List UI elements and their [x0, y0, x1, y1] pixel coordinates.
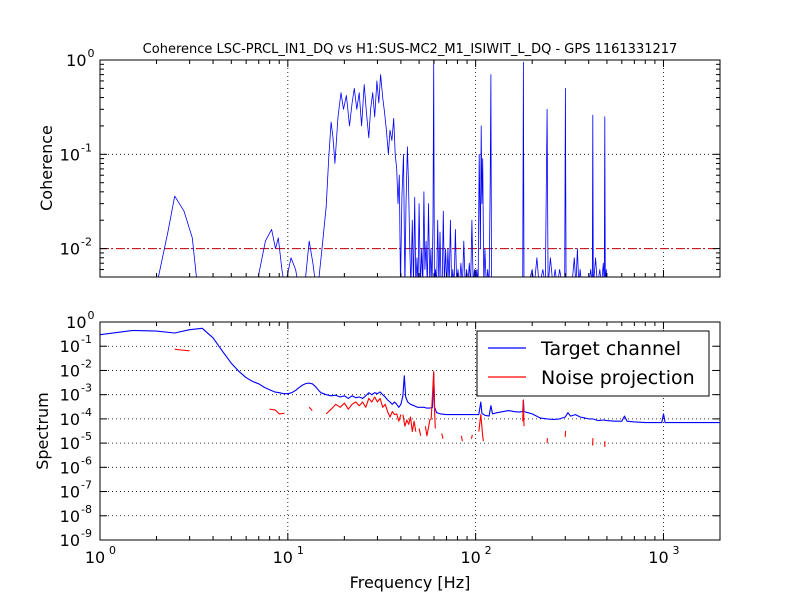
y-tick-label-exponent: 0 — [88, 309, 95, 322]
series-segment-noise-projection — [325, 396, 402, 422]
spectrum-legend: Target channel Noise projection — [476, 330, 710, 397]
legend-label-noise-projection: Noise projection — [541, 367, 695, 389]
y-tick-label: 10 — [60, 458, 80, 477]
coherence-y-axis-label: Coherence — [37, 125, 56, 211]
series-segment-noise-projection — [424, 371, 436, 437]
y-tick-label-exponent: -2 — [81, 236, 92, 249]
series-segment-noise-projection — [174, 348, 190, 352]
spectrum-y-axis-label: Spectrum — [33, 392, 52, 470]
series-segment-noise-projection — [478, 414, 484, 442]
legend-box — [476, 330, 710, 397]
y-tick-label-exponent: 0 — [88, 47, 95, 60]
coherence-plot-area — [100, 60, 720, 277]
series-segment-noise-projection — [470, 434, 473, 439]
x-tick-label: 10 — [85, 548, 105, 567]
x-tick-label: 10 — [273, 548, 293, 567]
series-line-target-channel — [100, 327, 720, 424]
spectrum-plot-area — [100, 327, 720, 447]
frequency-x-axis-label: Frequency [Hz] — [350, 573, 471, 592]
x-tick-label-exponent: 2 — [485, 544, 492, 557]
x-tick-label: 10 — [460, 548, 480, 567]
y-tick-label-exponent: -8 — [81, 503, 92, 516]
y-tick-label: 10 — [60, 145, 80, 164]
series-segment-noise-projection — [441, 433, 444, 439]
series-segment-noise-projection — [402, 414, 417, 433]
y-tick-label-exponent: -3 — [81, 382, 92, 395]
spectrum-ticks: 10 0 10 1 10 2 10 310 010 -110 -210 -310 -410 -510 -61… — [60, 309, 721, 567]
spectrum-panel: 10 0 10 1 10 2 10 310 010 -110 -210 -310 -410 -510 -61… — [33, 309, 721, 592]
y-tick-label: 10 — [60, 410, 80, 429]
x-tick-label-exponent: 0 — [109, 544, 116, 557]
y-tick-label: 10 — [66, 313, 86, 332]
y-tick-label-exponent: -7 — [81, 479, 92, 492]
y-tick-label-exponent: -1 — [81, 333, 92, 346]
y-tick-label: 10 — [60, 531, 80, 550]
y-tick-label: 10 — [60, 434, 80, 453]
y-tick-label-exponent: -4 — [81, 406, 92, 419]
y-tick-label: 10 — [60, 240, 80, 259]
y-tick-label: 10 — [60, 386, 80, 405]
spectrum-axes-frame — [99, 321, 721, 541]
y-tick-label: 10 — [60, 361, 80, 380]
y-tick-label-exponent: -1 — [81, 141, 92, 154]
y-tick-label: 10 — [60, 507, 80, 526]
series-segment-noise-projection — [269, 408, 285, 415]
y-tick-label: 10 — [60, 483, 80, 502]
y-tick-label-exponent: -6 — [81, 454, 92, 467]
series-segment-noise-projection — [460, 435, 463, 442]
figure-title: Coherence LSC-PRCL_IN1_DQ vs H1:SUS-MC2_… — [143, 42, 678, 57]
y-tick-label-exponent: -9 — [81, 527, 92, 540]
series-line-coherence — [158, 60, 607, 277]
y-tick-label-exponent: -5 — [81, 430, 92, 443]
x-tick-label: 10 — [648, 548, 668, 567]
y-tick-label: 10 — [66, 51, 86, 70]
series-segment-noise-projection — [522, 399, 525, 427]
series-segment-noise-projection — [308, 406, 313, 411]
legend-label-target-channel: Target channel — [540, 338, 681, 360]
y-tick-label: 10 — [60, 337, 80, 356]
x-tick-label-exponent: 1 — [297, 544, 304, 557]
series-segment-noise-projection — [418, 428, 422, 436]
x-tick-label-exponent: 3 — [672, 544, 679, 557]
y-tick-label-exponent: -2 — [81, 357, 92, 370]
